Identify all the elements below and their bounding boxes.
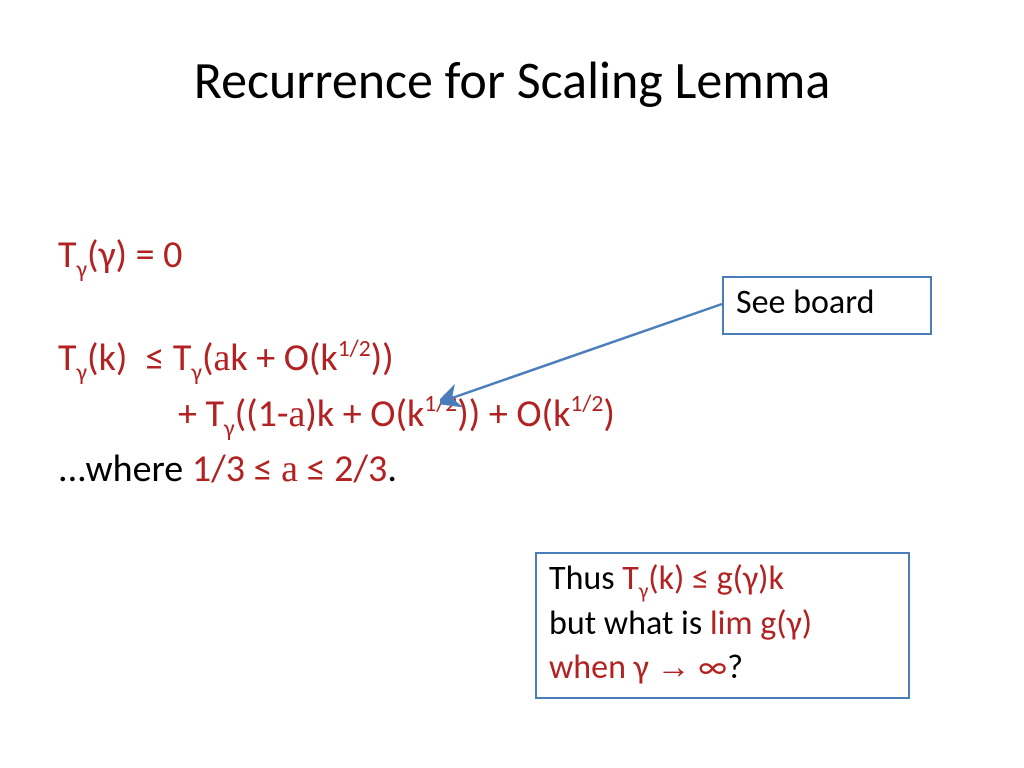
- callout-conclusion: Thus Tγ(k) ≤ g(γ)k but what is lim g(γ) …: [535, 552, 910, 699]
- eq-base-case: Tγ(γ) = 0: [58, 230, 615, 285]
- callout-see-board: See board: [722, 276, 932, 335]
- callout-arrow: [440, 296, 740, 416]
- slide-title: Recurrence for Scaling Lemma: [0, 48, 1024, 112]
- eq-constraint: ...where 1/3 ≤ a ≤ 2/3.: [58, 444, 615, 495]
